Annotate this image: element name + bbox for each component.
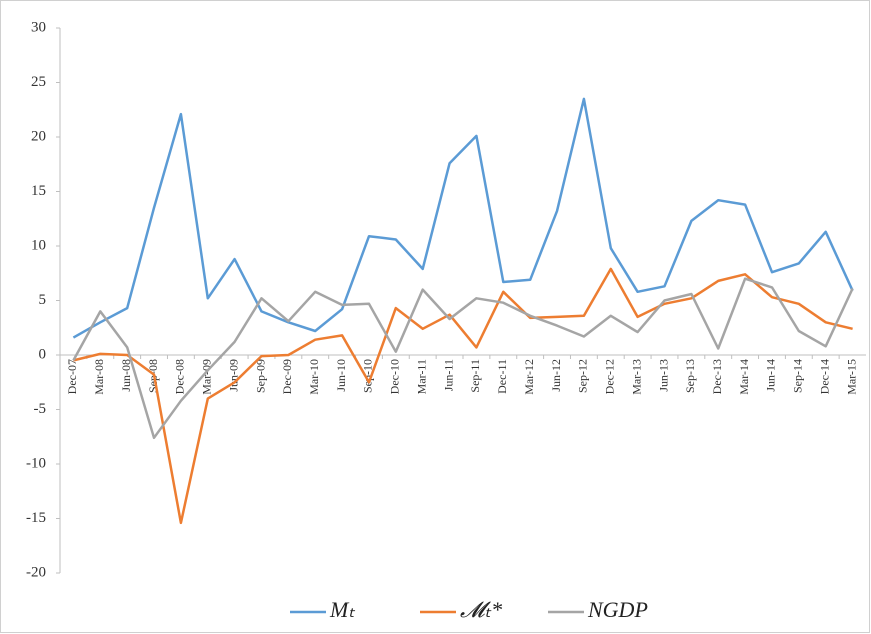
- x-tick-label: Mar-13: [629, 359, 643, 395]
- x-tick-label: Dec-08: [173, 359, 187, 394]
- x-tick-label: Jun-13: [656, 359, 670, 392]
- x-tick-label: Sep-09: [253, 359, 267, 393]
- y-tick-label: 10: [31, 237, 46, 253]
- x-tick-label: Mar-10: [307, 359, 321, 395]
- x-tick-label: Jun-08: [119, 359, 133, 392]
- x-tick-label: Jun-11: [441, 359, 455, 391]
- x-tick-label: Mar-14: [737, 359, 751, 395]
- series-line: [72, 277, 854, 440]
- y-tick-label: -20: [26, 564, 46, 580]
- x-tick-label: Jun-12: [549, 359, 563, 392]
- y-tick-label: 20: [31, 128, 46, 144]
- x-tick-label: Mar-11: [414, 359, 428, 394]
- x-tick-label: Dec-14: [817, 359, 831, 394]
- y-tick-label: 25: [31, 74, 46, 90]
- x-tick-label: Dec-11: [495, 359, 509, 394]
- x-tick-label: Mar-15: [844, 359, 858, 395]
- x-tick-label: Sep-10: [361, 359, 375, 393]
- x-tick-label: Jun-14: [764, 359, 778, 392]
- y-tick-label: -10: [26, 455, 46, 471]
- series-line: [73, 267, 853, 525]
- x-tick-label: Dec-13: [710, 359, 724, 394]
- legend-label: 𝓜ₜ*: [460, 597, 502, 622]
- x-tick-label: Jun-09: [226, 359, 240, 392]
- y-tick-label: 0: [39, 346, 47, 362]
- legend-label: Mₜ: [329, 597, 355, 622]
- x-tick-label: Dec-12: [603, 359, 617, 394]
- series-line: [72, 97, 854, 339]
- y-tick-label: 15: [31, 183, 46, 199]
- y-tick-label: -15: [26, 510, 46, 526]
- x-tick-label: Sep-13: [683, 359, 697, 393]
- y-tick-label: 5: [39, 292, 47, 308]
- x-tick-label: Mar-08: [92, 359, 106, 395]
- x-tick-label: Mar-12: [522, 359, 536, 395]
- x-tick-label: Sep-12: [576, 359, 590, 393]
- y-tick-label: -5: [34, 401, 47, 417]
- y-tick-label: 30: [31, 19, 46, 35]
- x-tick-label: Dec-09: [280, 359, 294, 394]
- x-tick-label: Dec-10: [388, 359, 402, 394]
- x-tick-label: Sep-08: [146, 359, 160, 393]
- x-tick-label: Sep-11: [468, 359, 482, 393]
- x-tick-label: Jun-10: [334, 359, 348, 392]
- x-tick-label: Dec-07: [65, 359, 79, 394]
- x-tick-label: Sep-14: [791, 359, 805, 393]
- legend-label: NGDP: [587, 597, 648, 622]
